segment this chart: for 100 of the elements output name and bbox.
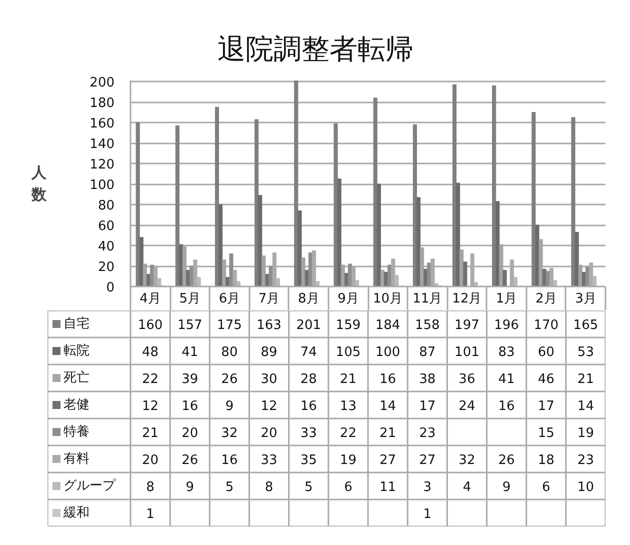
data-label: 9 <box>502 480 511 495</box>
x-tick-label: 3月 <box>575 292 596 306</box>
data-label: 17 <box>538 399 554 414</box>
legend-label: 特養 <box>64 424 90 440</box>
data-label: 27 <box>380 453 396 468</box>
data-label: 101 <box>454 345 480 360</box>
bar <box>416 197 420 286</box>
bar <box>268 266 273 286</box>
bar <box>513 277 518 286</box>
legend-label: グループ <box>64 478 116 494</box>
bar <box>316 281 320 286</box>
data-label: 22 <box>340 426 356 441</box>
data-label: 3 <box>423 480 432 495</box>
data-label: 201 <box>296 318 322 333</box>
legend-label: 老健 <box>64 398 90 412</box>
bar <box>542 268 546 286</box>
data-label: 158 <box>414 318 440 333</box>
bar <box>136 122 140 286</box>
x-tick-label: 6月 <box>218 292 240 306</box>
data-label: 175 <box>217 318 242 333</box>
y-tick-label: 0 <box>106 280 115 296</box>
bar <box>139 237 144 286</box>
data-label: 28 <box>300 372 317 387</box>
data-label: 16 <box>498 399 515 414</box>
bar <box>294 80 298 286</box>
data-label: 1 <box>146 507 154 522</box>
data-label: 35 <box>300 453 317 468</box>
bar <box>355 280 360 286</box>
data-label: 27 <box>419 453 436 468</box>
data-label: 60 <box>538 345 554 360</box>
bar <box>456 182 460 286</box>
data-label: 8 <box>264 480 274 495</box>
data-label: 16 <box>182 399 198 414</box>
bar <box>373 98 378 286</box>
x-tick-label: 11月 <box>412 292 442 306</box>
data-label: 8 <box>146 480 154 495</box>
data-label: 36 <box>458 372 476 387</box>
data-label: 11 <box>380 480 396 495</box>
bar <box>553 280 558 286</box>
data-label: 12 <box>142 399 159 414</box>
data-label: 26 <box>498 453 515 468</box>
data-label: 18 <box>538 453 554 468</box>
data-label: 41 <box>498 372 515 387</box>
data-label: 157 <box>177 318 202 333</box>
bar <box>434 283 438 286</box>
bar <box>229 253 234 286</box>
bar <box>463 262 468 286</box>
data-label: 16 <box>221 453 238 468</box>
data-label: 5 <box>225 480 234 495</box>
data-label: 16 <box>380 372 396 387</box>
data-label: 165 <box>573 318 598 333</box>
y-tick-label: 140 <box>90 137 115 152</box>
bar <box>334 123 338 286</box>
legend-label: 緩和 <box>62 506 90 520</box>
y-tick-label: 80 <box>98 198 115 214</box>
data-label: 21 <box>577 372 594 387</box>
data-label: 184 <box>375 318 400 333</box>
y-tick-label: 160 <box>90 116 115 132</box>
bar <box>592 276 597 286</box>
bar <box>496 201 500 286</box>
data-label: 160 <box>138 318 163 333</box>
y-tick-label: 100 <box>90 178 115 194</box>
data-label: 21 <box>380 426 396 441</box>
data-label: 6 <box>542 480 550 495</box>
data-label: 20 <box>260 426 278 441</box>
data-label: 9 <box>225 399 234 414</box>
bar <box>532 112 536 286</box>
data-label: 21 <box>340 372 356 387</box>
y-tick-label: 180 <box>90 96 115 112</box>
data-label: 53 <box>577 345 594 360</box>
x-tick-label: 2月 <box>535 292 557 306</box>
bar <box>452 84 457 286</box>
data-label: 163 <box>256 318 282 333</box>
y-tick-label: 20 <box>98 260 115 276</box>
data-label: 74 <box>300 345 317 360</box>
data-label: 26 <box>221 372 238 387</box>
data-label: 12 <box>260 399 278 414</box>
data-label: 80 <box>221 345 238 360</box>
chart-title: 退院調整者転帰 <box>218 32 414 66</box>
y-tick-label: 60 <box>98 219 115 234</box>
data-label: 89 <box>260 345 278 360</box>
data-label: 38 <box>419 372 436 387</box>
data-label: 23 <box>419 426 436 441</box>
y-tick-label: 200 <box>90 76 115 91</box>
data-label: 39 <box>182 372 198 387</box>
data-label: 21 <box>142 426 159 441</box>
bar <box>337 178 342 286</box>
bar <box>298 210 302 286</box>
data-label: 46 <box>538 372 554 387</box>
legend-label: 転院 <box>64 344 90 358</box>
x-tick-label: 8月 <box>298 292 320 306</box>
y-axis-title: 人数 <box>30 164 48 204</box>
data-label: 22 <box>142 372 159 387</box>
x-tick-label: 7月 <box>258 292 280 306</box>
legend-label: 有料 <box>64 452 90 466</box>
data-label: 24 <box>458 399 476 414</box>
data-label: 100 <box>375 345 400 360</box>
x-tick-label: 12月 <box>452 292 482 306</box>
data-label: 48 <box>142 345 159 360</box>
data-label: 26 <box>182 453 198 468</box>
